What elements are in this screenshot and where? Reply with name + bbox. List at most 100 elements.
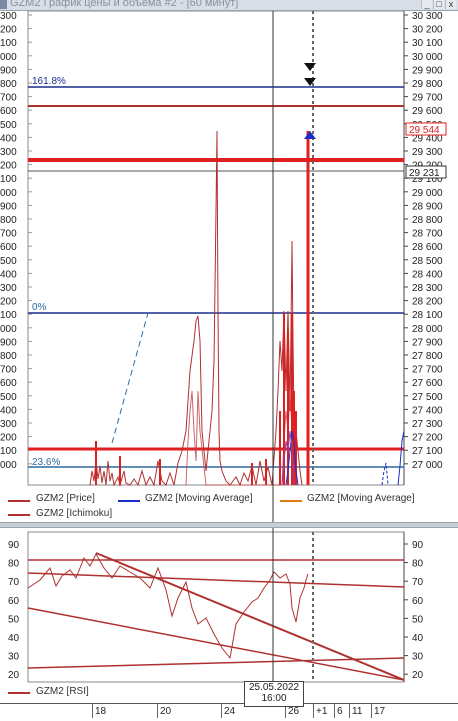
price-tick-label: 29 900	[412, 65, 443, 76]
price-left-tick-label: 600	[0, 106, 17, 117]
price-tick-label: 28 100	[412, 310, 443, 321]
marker-down-arrow-2[interactable]	[304, 78, 316, 86]
rsi-plot-frame	[27, 531, 405, 683]
price-left-tick-label: 500	[0, 256, 17, 267]
price-left-tick-label: 400	[0, 133, 17, 144]
price-tick: 28 600	[404, 242, 443, 253]
legend-swatch-ma-blue	[118, 500, 140, 502]
fib-label-0: 0%	[32, 302, 47, 313]
price-left-tick-label: 700	[0, 229, 17, 240]
price-left-tick-label: 900	[0, 337, 17, 348]
price-tick-label: 30 100	[412, 38, 443, 49]
rsi-tick: 50 50	[8, 614, 424, 625]
legend-ma-blue[interactable]: GZM2 [Moving Average]	[145, 493, 253, 504]
moving-average-right-edge	[397, 430, 405, 486]
rsi-tick-label: 80	[412, 559, 424, 570]
price-left-tick-label: 600	[0, 242, 17, 253]
price-tick: 29 600	[404, 106, 443, 117]
price-tick-label: 28 200	[412, 297, 443, 308]
price-tick: 27 400	[404, 405, 443, 416]
rsi-tick: 40 40	[8, 633, 424, 644]
marker-down-arrow-1[interactable]	[304, 63, 316, 71]
price-tick: 27 800	[404, 351, 443, 362]
price-tick-label: 27 700	[412, 365, 443, 376]
price-left-tick-label: 900	[0, 65, 17, 76]
price-left-tick-label: 500	[0, 392, 17, 403]
legend-swatch-ichimoku	[8, 514, 30, 516]
price-tick: 27 100	[404, 446, 443, 457]
pane-splitter[interactable]	[0, 522, 458, 528]
price-tick: 28 000	[404, 324, 443, 335]
x-tick-24: 24	[220, 704, 236, 718]
rsi-left-tick-label: 40	[8, 633, 20, 644]
price-tick: 29 800	[404, 79, 443, 90]
minimize-button[interactable]: _	[421, 0, 432, 9]
legend-swatch-price	[8, 500, 30, 502]
price-tick: 28 800	[404, 215, 443, 226]
moving-average-purple-line	[281, 430, 295, 486]
price-tick: 30 300	[404, 11, 443, 22]
price-tick-label: 28 000	[412, 324, 443, 335]
legend-rsi[interactable]: GZM2 [RSI]	[36, 686, 89, 697]
rsi-tick-label: 20	[412, 670, 424, 681]
price-tick: 29 300	[404, 147, 443, 158]
maximize-button[interactable]: □	[433, 0, 444, 9]
rsi-tick: 30 30	[8, 652, 424, 663]
rsi-trendline-up[interactable]	[27, 657, 405, 669]
price-tick-label: 29 400	[412, 133, 443, 144]
time-axis[interactable]: 18 20 24 26 +1 6 11 17	[0, 703, 458, 721]
rsi-channel-top[interactable]	[27, 572, 405, 588]
fib-label-236: 23.6%	[32, 457, 60, 468]
price-tick-label: 27 500	[412, 392, 443, 403]
app-icon	[0, 0, 7, 9]
rsi-channel-bottom[interactable]	[27, 607, 405, 681]
window-title: GZM2 График цены и объема #2 - [60 минут…	[10, 0, 239, 9]
price-tick: 27 200	[404, 433, 443, 444]
rsi-tick-label: 40	[412, 633, 424, 644]
fib-label-161: 161.8%	[32, 76, 66, 87]
x-tick-17: 17	[370, 704, 386, 718]
rsi-chart-pane[interactable]: 90 90 80 80 70 70 60 60 50 50 40 40 30 30 20 20 GZM2 [R…	[0, 528, 458, 703]
price-left-tick-label: 400	[0, 405, 17, 416]
price-left-tick-label: 300	[0, 11, 17, 22]
price-tick-label: 29 700	[412, 93, 443, 104]
price-tick-label: 29 600	[412, 106, 443, 117]
price-left-tick-label: 700	[0, 93, 17, 104]
rsi-left-tick-label: 70	[8, 577, 20, 588]
price-left-tick-label: 200	[0, 297, 17, 308]
rsi-tick: 60 60	[8, 596, 424, 607]
legend-ichimoku[interactable]: GZM2 [Ichimoku]	[36, 508, 113, 519]
price-tick: 28 200	[404, 297, 443, 308]
price-tick-label: 28 700	[412, 229, 443, 240]
price-chart-pane[interactable]: 300 200 100 000 900 800 700 600 500 400 300 200 100 0…	[0, 11, 458, 523]
price-tick: 28 700	[404, 229, 443, 240]
crosshair-price-box	[405, 165, 447, 179]
rsi-tick: 90 90	[8, 540, 424, 551]
price-tick: 29 400	[404, 133, 443, 144]
price-tick-label: 27 400	[412, 405, 443, 416]
close-button[interactable]: x	[445, 0, 456, 9]
marker-up-arrow[interactable]	[304, 131, 316, 139]
x-tick-plus1: +1	[312, 704, 328, 718]
rsi-tick-label: 50	[412, 614, 424, 625]
price-tick-label: 27 200	[412, 433, 443, 444]
fib-trend-line[interactable]	[111, 312, 149, 444]
legend-swatch-rsi	[8, 692, 30, 694]
legend-price[interactable]: GZM2 [Price]	[36, 493, 95, 504]
window-titlebar[interactable]: GZM2 График цены и объема #2 - [60 минут…	[0, 0, 458, 11]
price-tick: 30 100	[404, 38, 443, 49]
x-tick-20: 20	[156, 704, 172, 718]
moving-average-blue-line	[285, 430, 299, 486]
price-tick: 30 000	[404, 52, 443, 63]
legend-ma-orange[interactable]: GZM2 [Moving Average]	[307, 493, 415, 504]
price-left-tick-label: 500	[0, 120, 17, 131]
price-left-tick-label: 900	[0, 201, 17, 212]
crosshair-time: 16:00	[261, 693, 287, 704]
price-chart[interactable]: 300 200 100 000 900 800 700 600 500 400 300 200 100 0…	[0, 11, 458, 523]
price-tick-label: 28 500	[412, 256, 443, 267]
price-left-tick-label: 200	[0, 161, 17, 172]
price-tick: 27 300	[404, 419, 443, 430]
price-left-tick-label: 000	[0, 188, 17, 199]
crosshair-date-tooltip: 25.05.2022 16:00	[244, 681, 304, 707]
